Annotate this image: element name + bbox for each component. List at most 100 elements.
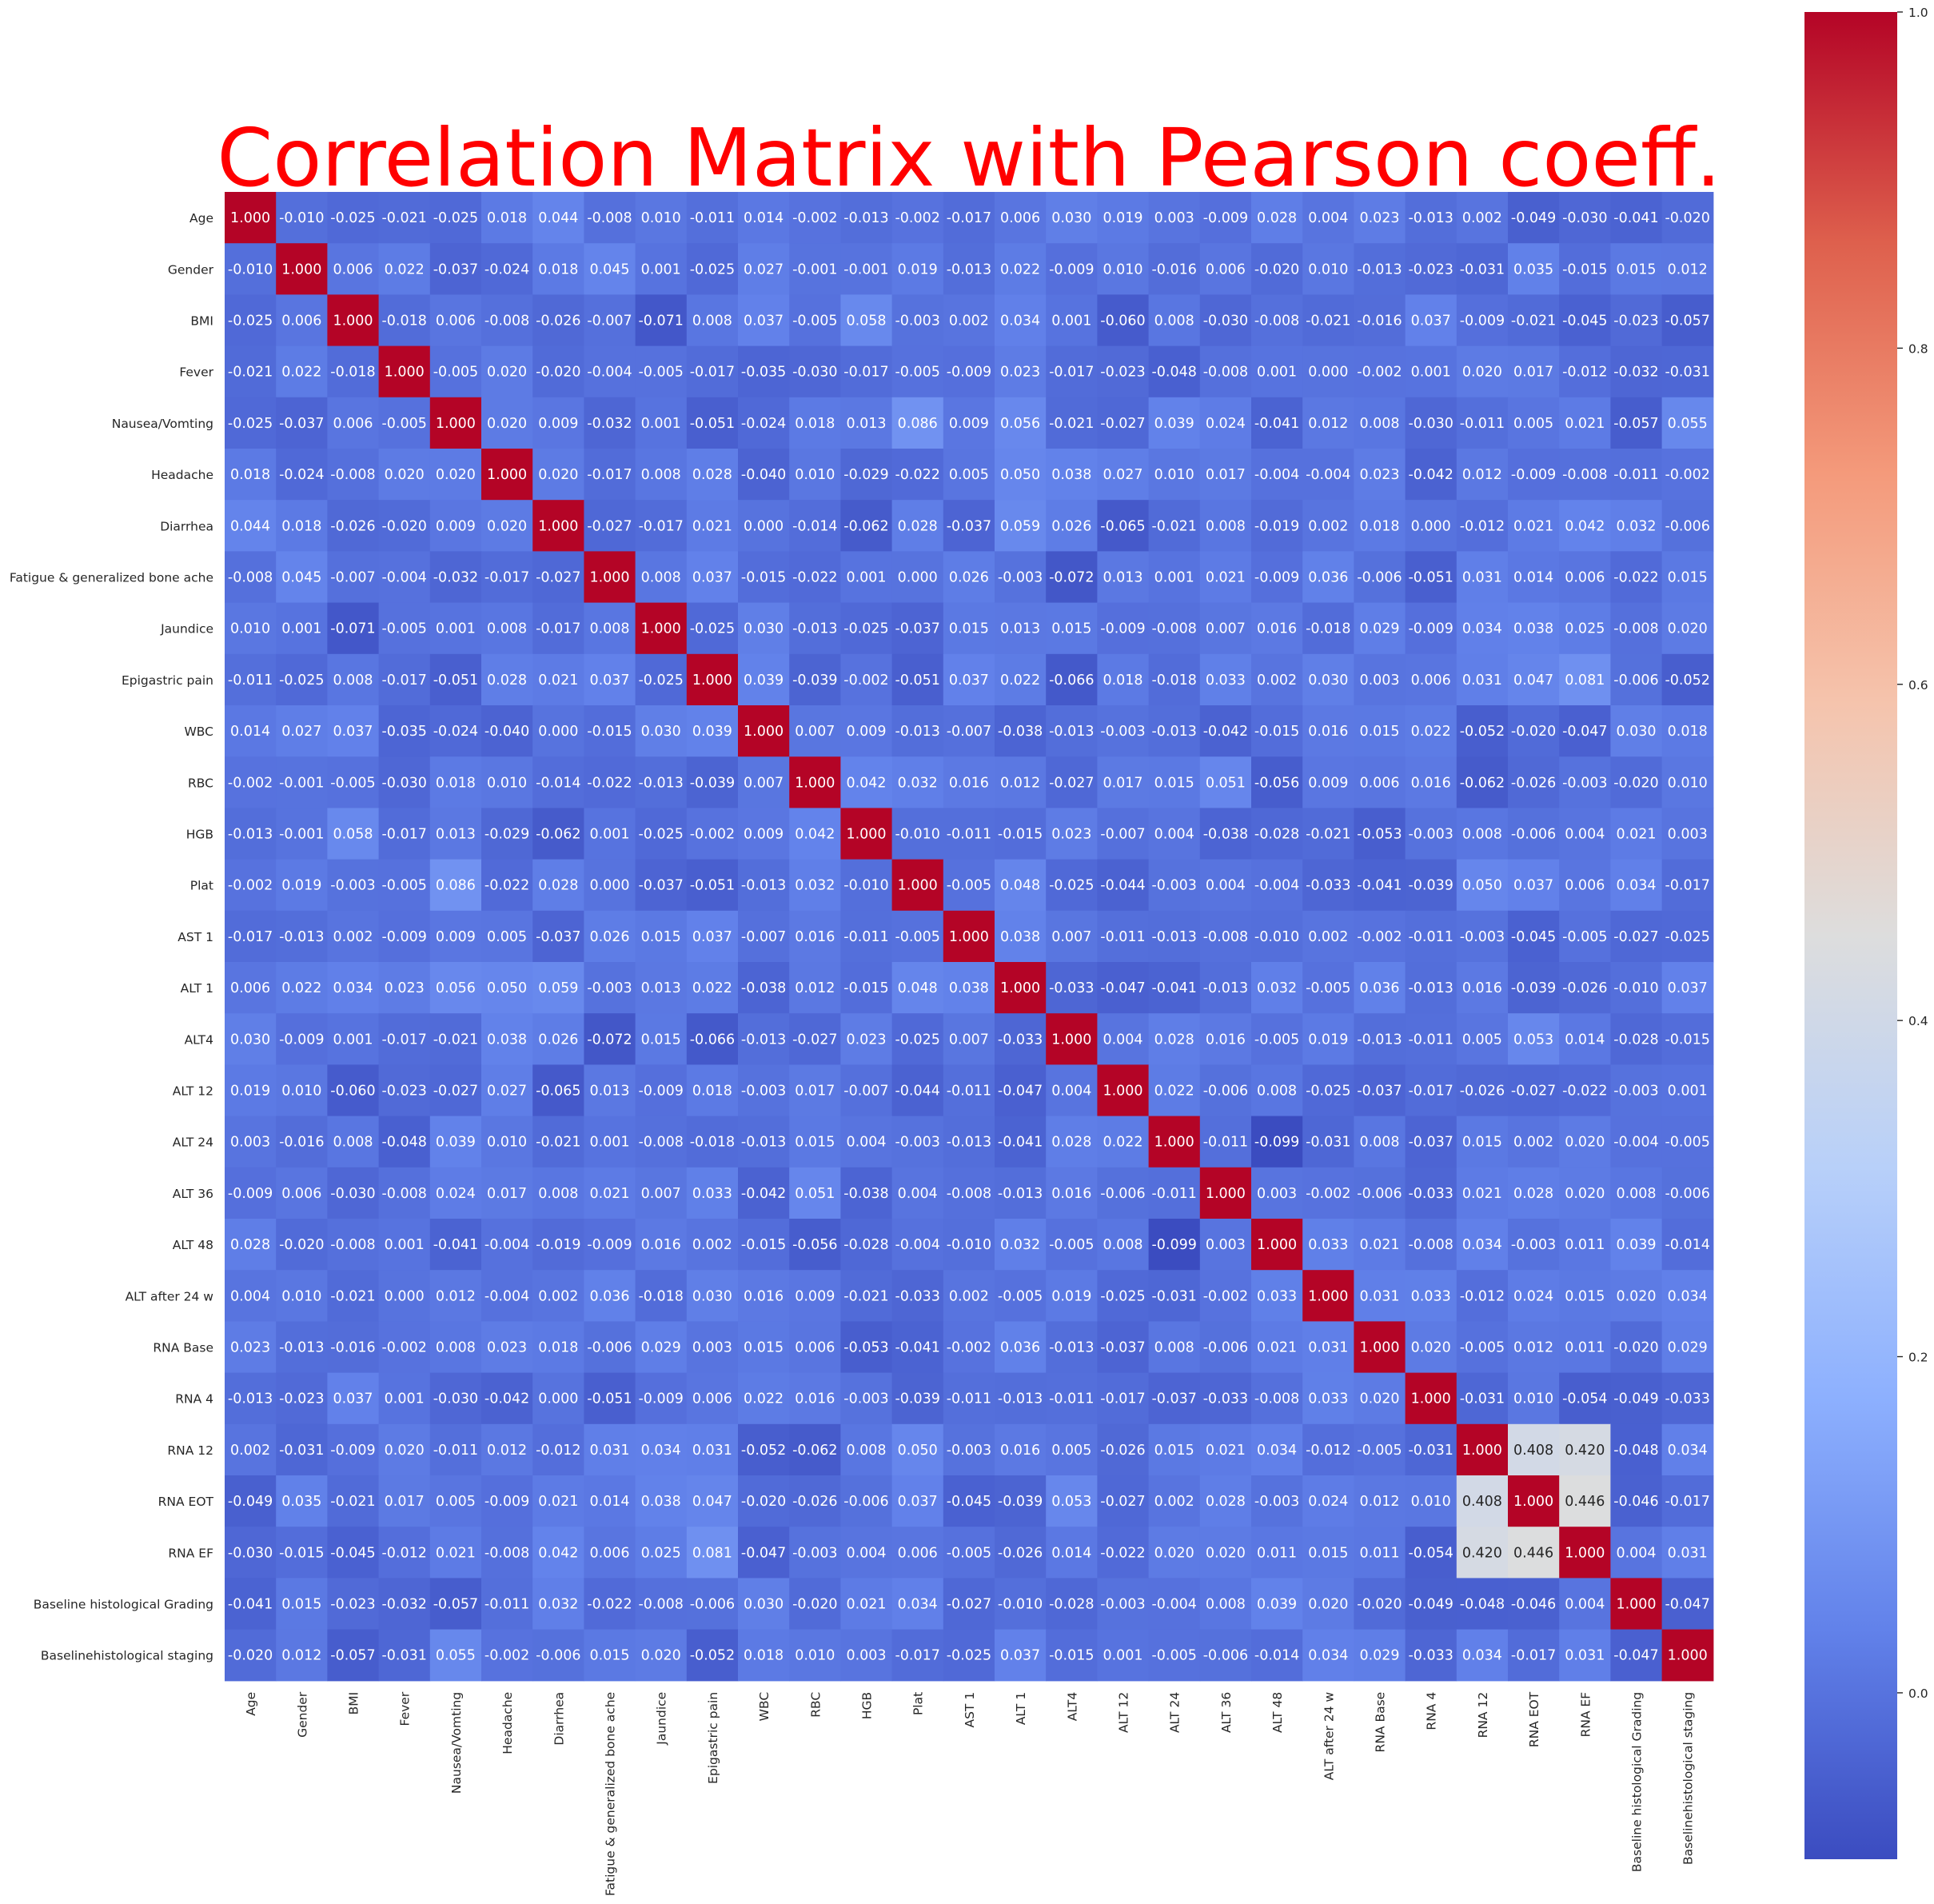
cell-value: 0.020 bbox=[1565, 1135, 1605, 1151]
cell-value: -0.038 bbox=[741, 980, 786, 996]
cell-value: -0.033 bbox=[1306, 878, 1350, 894]
cell-value: -0.003 bbox=[330, 878, 375, 894]
cell-value: -0.038 bbox=[998, 724, 1043, 740]
cell-value: 0.013 bbox=[846, 416, 886, 432]
heatmap-cell bbox=[1199, 449, 1252, 501]
heatmap-cell bbox=[1046, 345, 1098, 398]
heatmap-cell bbox=[584, 1167, 636, 1219]
x-tick-label: ALT after 24 w bbox=[1322, 1691, 1336, 1780]
heatmap-cell bbox=[1302, 653, 1354, 706]
cell-value: 0.030 bbox=[1051, 210, 1091, 226]
heatmap-cell bbox=[327, 910, 380, 963]
heatmap-cell bbox=[481, 1116, 533, 1168]
cell-value: 0.022 bbox=[281, 365, 321, 381]
heatmap-cell bbox=[789, 808, 841, 860]
cell-value: -0.009 bbox=[1203, 210, 1248, 226]
y-tick-label: ALT 48 bbox=[173, 1238, 213, 1252]
heatmap-cell bbox=[1456, 500, 1509, 552]
cell-value: 0.005 bbox=[949, 467, 989, 483]
cell-value: 0.039 bbox=[1616, 1237, 1656, 1253]
heatmap-cell bbox=[1302, 1116, 1354, 1168]
heatmap-cell bbox=[225, 1372, 277, 1425]
heatmap-cell bbox=[1610, 1629, 1663, 1682]
heatmap-cell bbox=[1456, 1270, 1509, 1322]
cell-value: 0.021 bbox=[1616, 827, 1656, 843]
cell-value: -0.022 bbox=[484, 878, 529, 894]
heatmap-cell bbox=[995, 345, 1047, 398]
y-tick-label: Jaundice bbox=[160, 622, 213, 637]
heatmap-cell bbox=[225, 756, 277, 808]
cell-value: 0.020 bbox=[487, 518, 527, 534]
heatmap-cell bbox=[943, 1475, 995, 1527]
heatmap-cell bbox=[1148, 243, 1201, 295]
heatmap-cell bbox=[635, 500, 688, 552]
heatmap-cell bbox=[943, 1372, 995, 1425]
cell-value: -0.017 bbox=[843, 365, 888, 381]
cell-value: 0.030 bbox=[230, 1032, 270, 1048]
cell-value: 0.023 bbox=[1051, 827, 1091, 843]
heatmap-cell bbox=[1302, 192, 1354, 244]
cell-value: -0.013 bbox=[843, 210, 888, 226]
heatmap-cell bbox=[738, 1321, 790, 1374]
heatmap-cell bbox=[840, 1064, 893, 1117]
heatmap-cell bbox=[1661, 1527, 1714, 1579]
x-tick-label: Epigastric pain bbox=[706, 1692, 720, 1784]
cell-value: -0.020 bbox=[1254, 261, 1299, 277]
cell-value: -0.045 bbox=[1511, 929, 1556, 945]
heatmap-cell bbox=[1251, 859, 1303, 912]
heatmap-cell bbox=[635, 1372, 688, 1425]
heatmap-cell bbox=[532, 962, 584, 1014]
heatmap-cell bbox=[789, 705, 841, 757]
cell-value: -0.052 bbox=[1665, 673, 1709, 689]
cell-value: -0.003 bbox=[1460, 929, 1505, 945]
cell-value: -0.004 bbox=[1254, 878, 1299, 894]
heatmap-cell bbox=[891, 500, 944, 552]
cell-value: 0.000 bbox=[1411, 518, 1451, 534]
cell-value: -0.010 bbox=[947, 1237, 991, 1253]
cell-value: -0.006 bbox=[1665, 518, 1709, 534]
cell-value: -0.008 bbox=[1408, 1237, 1453, 1253]
cell-value: 0.015 bbox=[1462, 1135, 1502, 1151]
cell-value: 0.037 bbox=[898, 1494, 938, 1510]
heatmap-cell bbox=[1251, 449, 1303, 501]
cell-value: -0.025 bbox=[638, 827, 683, 843]
cell-value: -0.029 bbox=[484, 827, 529, 843]
heatmap-cell bbox=[789, 602, 841, 655]
cell-value: 0.008 bbox=[641, 467, 681, 483]
heatmap-cell bbox=[1508, 1372, 1560, 1425]
cell-value: -0.026 bbox=[1460, 1084, 1505, 1100]
cell-value: 0.016 bbox=[1462, 980, 1502, 996]
cell-value: 0.024 bbox=[1513, 1288, 1553, 1304]
cell-value: -0.041 bbox=[1357, 878, 1402, 894]
heatmap-cell bbox=[1456, 1578, 1509, 1631]
heatmap-cell bbox=[995, 1372, 1047, 1425]
heatmap-cell bbox=[481, 551, 533, 604]
cell-value: -0.021 bbox=[433, 1032, 478, 1048]
cell-value: 0.013 bbox=[1103, 570, 1142, 586]
heatmap-cell bbox=[738, 756, 790, 808]
cell-value: 0.039 bbox=[1257, 1597, 1297, 1613]
cell-value: -0.011 bbox=[433, 1443, 478, 1459]
cell-value: 0.027 bbox=[281, 724, 321, 740]
heatmap-cell bbox=[1508, 705, 1560, 757]
cell-value: -0.009 bbox=[484, 1494, 529, 1510]
cell-value: 0.023 bbox=[230, 1340, 270, 1356]
heatmap-cell bbox=[1456, 756, 1509, 808]
heatmap-cell bbox=[738, 294, 790, 347]
cell-value: 1.000 bbox=[1462, 1443, 1502, 1459]
cell-value: 0.010 bbox=[1103, 261, 1142, 277]
cell-value: -0.012 bbox=[1562, 365, 1607, 381]
cell-value: 0.000 bbox=[898, 570, 938, 586]
heatmap-cell bbox=[738, 808, 790, 860]
heatmap-cell bbox=[891, 1270, 944, 1322]
cell-value: -0.028 bbox=[1049, 1597, 1094, 1613]
cell-value: 0.058 bbox=[333, 827, 373, 843]
heatmap-cell bbox=[1456, 551, 1509, 604]
heatmap-cell bbox=[481, 653, 533, 706]
cell-value: 0.023 bbox=[487, 1340, 527, 1356]
heatmap-cell bbox=[1148, 756, 1201, 808]
cell-value: 0.004 bbox=[898, 1186, 938, 1202]
cell-value: 0.032 bbox=[1257, 980, 1297, 996]
heatmap-cell bbox=[1405, 653, 1457, 706]
heatmap-cell bbox=[1148, 962, 1201, 1014]
